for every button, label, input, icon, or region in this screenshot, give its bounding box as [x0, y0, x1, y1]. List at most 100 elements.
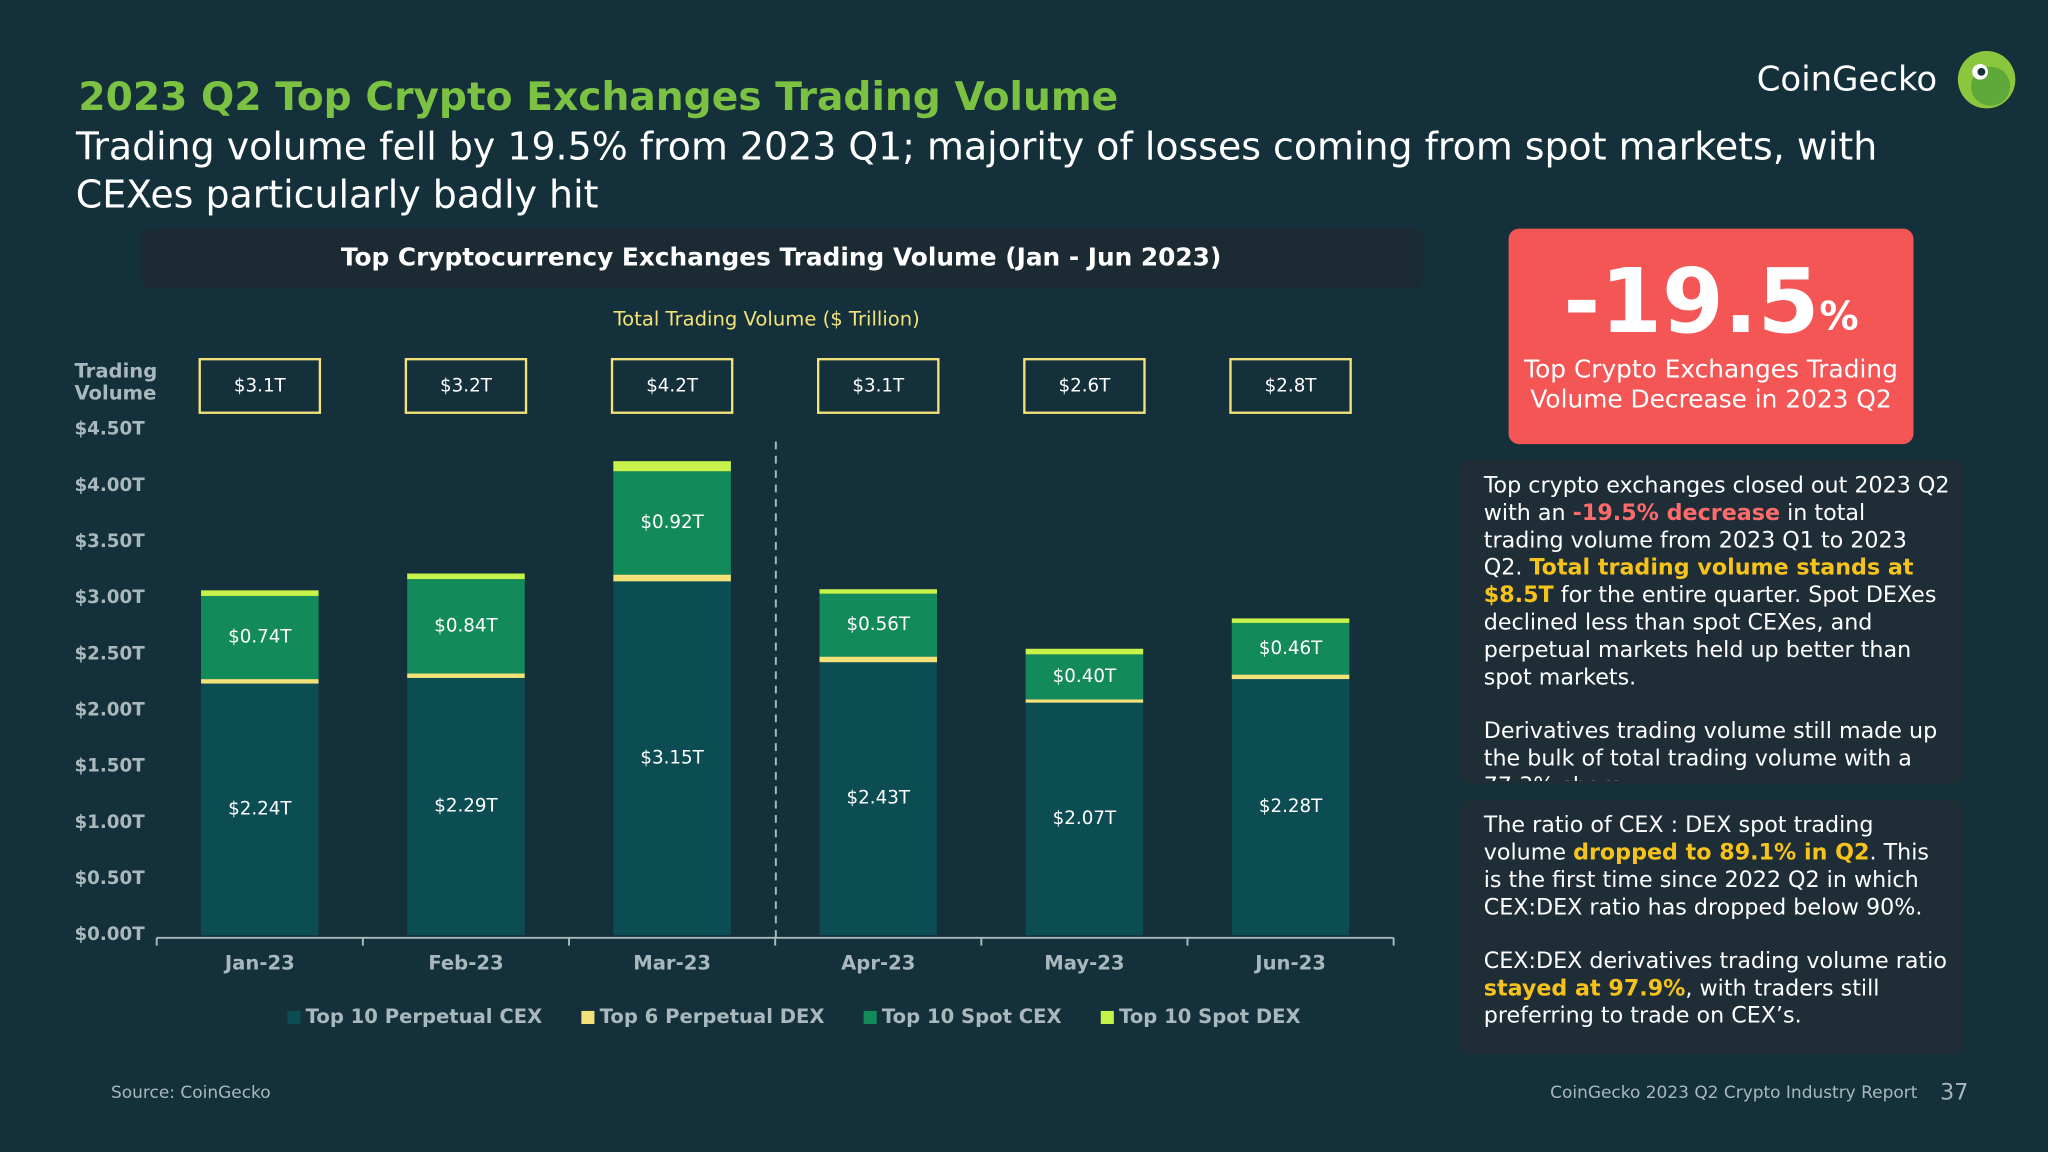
segment-label: $2.24T [228, 798, 292, 819]
x-tick-label: Jun-23 [1253, 951, 1326, 974]
legend-swatch [863, 1010, 877, 1024]
bar-segment [407, 573, 525, 580]
x-tick-label: Jan-23 [223, 951, 295, 974]
x-tick-label: Apr-23 [841, 951, 915, 974]
y-tick-label: $0.00T [74, 924, 145, 945]
note-text: Top crypto exchanges closed out 2023 Q2 … [1484, 473, 1950, 781]
bar-segment [819, 589, 938, 594]
note-run: , with traders still preferring to trade… [1483, 975, 1880, 1030]
note-highlight: Total trading volume stands at $8.5T [1483, 555, 1914, 609]
note-run: for the entire quarter. Spot DEXes decli… [1483, 582, 1937, 691]
bar-segment [1025, 648, 1144, 655]
bar-segment [1025, 699, 1144, 703]
segment-label: $0.84T [434, 615, 498, 636]
callout-text: Top Crypto Exchanges Trading Volume Decr… [1524, 355, 1898, 415]
bar-segment [613, 581, 731, 936]
note-highlight: -19.5% decrease [1572, 500, 1781, 527]
total-box [1229, 358, 1352, 414]
y-tick-label: $4.50T [74, 419, 145, 440]
segment-label: $2.43T [847, 788, 911, 809]
note-text-box: Top crypto exchanges closed out 2023 Q2 … [1484, 473, 1950, 781]
y-tick-label: $3.50T [74, 531, 145, 552]
segment-label: $0.92T [640, 512, 704, 533]
total-box [404, 358, 528, 414]
total-box [610, 358, 734, 414]
y-axis-title: Trading Volume [74, 360, 158, 405]
bar-segment [1231, 622, 1350, 675]
bar-segment [819, 662, 938, 936]
total-box [1023, 358, 1146, 414]
note-paragraph: The ratio of CEX : DEX spot trading volu… [1484, 812, 1950, 922]
segment-label: $2.29T [434, 796, 498, 817]
x-tick-label: Mar-23 [633, 951, 711, 974]
note-run: CEX:DEX derivatives trading volume ratio [1483, 948, 1947, 975]
segment-label: $0.40T [1053, 666, 1117, 687]
legend-label: Top 10 Spot DEX [1119, 1005, 1301, 1028]
bar-segment [819, 593, 938, 657]
bar-segment [201, 590, 319, 596]
total-label: $2.8T [1265, 376, 1318, 397]
total-label: $3.1T [852, 376, 905, 397]
segment-label: $0.56T [847, 614, 911, 635]
note-paragraph: Derivatives trading volume still made up… [1484, 718, 1950, 781]
note-run: Top crypto exchanges closed out 2023 Q2 … [1483, 472, 1950, 527]
callout-value: -19.5 [1563, 251, 1819, 354]
bar-segment [1231, 674, 1350, 680]
total-label: $4.2T [646, 376, 699, 397]
legend-swatch [287, 1010, 301, 1024]
legend-label: Top 10 Perpetual CEX [306, 1005, 543, 1028]
legend-label: Top 6 Perpetual DEX [600, 1005, 825, 1028]
y-tick-label: $0.50T [74, 868, 145, 889]
callout-figure: -19.5% [1563, 251, 1858, 354]
note-run: The ratio of CEX : DEX spot trading volu… [1483, 812, 1874, 866]
note-run: in total trading volume from 2023 Q1 to … [1483, 500, 1907, 582]
callout-text-box: Top Crypto Exchanges Trading Volume Decr… [1524, 355, 1898, 415]
segment-label: $0.74T [228, 627, 292, 648]
callout-unit: % [1819, 294, 1858, 339]
chart-subtitle: Total Trading Volume ($ Trillion) [613, 308, 920, 331]
total-label: $3.1T [234, 376, 287, 397]
note-highlight: stayed at 97.9% [1483, 975, 1686, 1002]
chart-title-banner [141, 228, 1423, 289]
bar-segment [201, 683, 319, 936]
note-run: . This is the first time since 2022 Q2 i… [1483, 839, 1929, 921]
bar-segment [201, 679, 319, 684]
legend-swatch [581, 1010, 595, 1024]
y-tick-label: $2.00T [74, 700, 145, 721]
note-box [1458, 799, 1965, 1055]
x-tick-label: May-23 [1044, 951, 1124, 974]
bar-segment [1025, 702, 1144, 936]
segment-label: $2.28T [1259, 796, 1323, 817]
report-name: CoinGecko 2023 Q2 Crypto Industry Report [1550, 1083, 1918, 1103]
total-box [817, 358, 940, 414]
bar-segment [1231, 618, 1350, 623]
note-text-box: The ratio of CEX : DEX spot trading volu… [1484, 812, 1950, 1030]
total-label: $3.2T [440, 376, 493, 397]
note-box [1458, 459, 1965, 784]
segment-label: $2.07T [1053, 808, 1117, 829]
y-axis-title-box: Trading Volume [74, 360, 158, 405]
segment-label: $3.15T [640, 747, 704, 768]
y-tick-label: $1.00T [74, 812, 145, 833]
bar-segment [819, 656, 938, 663]
y-tick-label: $1.50T [74, 756, 145, 777]
note-paragraph: CEX:DEX derivatives trading volume ratio… [1484, 948, 1950, 1030]
chart-title: Top Cryptocurrency Exchanges Trading Vol… [341, 243, 1221, 272]
slide-subtitle: Trading volume fell by 19.5% from 2023 Q… [75, 124, 1878, 217]
y-tick-label: $2.50T [74, 643, 145, 664]
total-box [198, 358, 322, 414]
source: Source: CoinGecko [111, 1083, 271, 1103]
bar-segment [407, 673, 525, 678]
x-tick-label: Feb-23 [428, 951, 503, 974]
bar-segment [407, 677, 525, 936]
note-text: The ratio of CEX : DEX spot trading volu… [1484, 812, 1950, 1030]
slide-subtitle-box: Trading volume fell by 19.5% from 2023 Q… [75, 124, 1878, 217]
bar-segment [1025, 654, 1144, 700]
slide-title: 2023 Q2 Top Crypto Exchanges Trading Vol… [78, 75, 1118, 120]
y-tick-label: $4.00T [74, 475, 145, 496]
bar-segment [407, 579, 525, 674]
bar-segment [201, 595, 319, 680]
y-tick-label: $3.00T [74, 587, 145, 608]
